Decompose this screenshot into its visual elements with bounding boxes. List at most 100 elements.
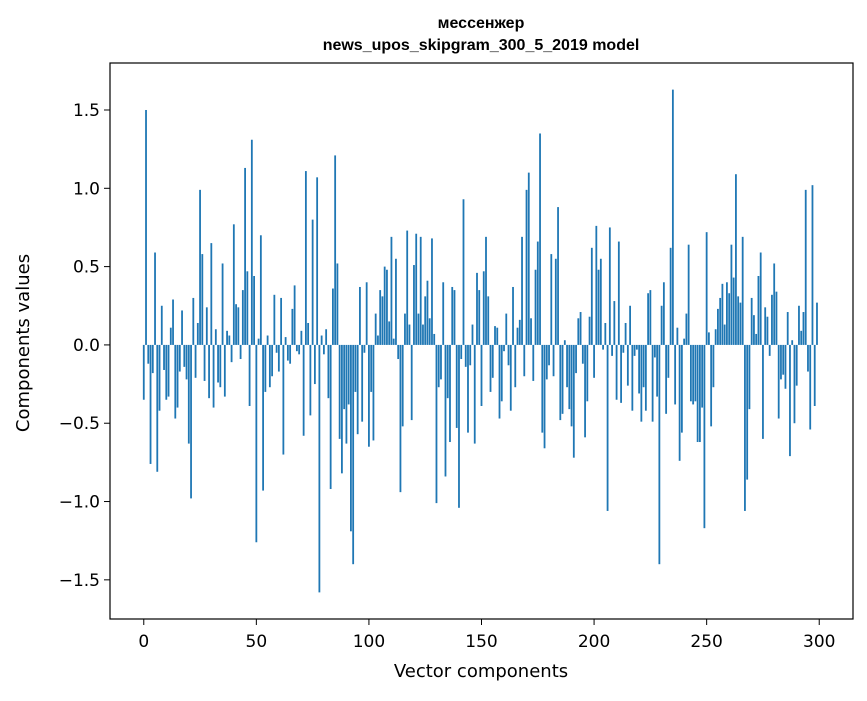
bar [730,244,733,345]
bar [325,329,328,345]
bar [653,344,656,358]
bar [332,288,334,345]
bar [374,313,377,345]
bar [527,172,530,345]
bar [485,236,487,345]
x-tick-label: 200 [578,632,610,652]
bar [205,307,208,345]
bar [417,313,420,345]
bars-group [142,89,818,593]
bar [568,344,571,410]
bar [147,344,150,364]
bar [277,344,280,372]
bar [658,344,661,565]
bar [701,344,704,408]
bar [584,344,586,438]
bar [651,344,654,422]
bar [190,344,192,499]
bar [541,344,544,433]
bar [689,344,692,402]
bar [230,344,233,363]
bar [298,344,301,355]
bar [703,344,706,529]
bar [343,344,346,410]
bar [237,307,240,345]
bar [680,344,683,433]
plot-area-frame [109,62,854,620]
bar [194,344,197,378]
bar [667,344,670,378]
bar [449,344,451,443]
bar [624,322,627,345]
bar [644,344,647,411]
bar [505,313,508,345]
bar [361,344,364,422]
bar [687,244,690,345]
bar [550,254,553,345]
bar [347,344,350,405]
bar [208,344,210,399]
y-tick-label: 0.5 [73,258,100,278]
bar [509,344,512,411]
bar [311,219,314,345]
bar [327,344,330,399]
y-axis-label: Components values [13,254,34,432]
bar [613,301,616,345]
bar [491,344,494,378]
bar [494,326,496,345]
bar [638,344,641,394]
bar [212,344,215,408]
bar [370,344,373,392]
bar [536,241,539,345]
bar [372,344,375,441]
bar [309,344,312,416]
bar [777,344,780,419]
bar [507,344,510,366]
bar [165,344,168,400]
bar [503,344,505,352]
bar [622,344,625,353]
bar [318,344,321,593]
bar [786,312,789,345]
bar [345,344,348,444]
bar [156,344,159,472]
bar [302,344,305,436]
bar [415,233,418,345]
bar [422,324,424,345]
bar [640,344,643,422]
bar [359,286,361,345]
chart-subtitle: news_upos_skipgram_300_5_2019 model [323,37,640,54]
bar [714,329,717,345]
bar [163,344,165,370]
bar [762,344,764,439]
bar [719,297,722,345]
bar [322,344,325,355]
bar [545,344,548,380]
bar [723,324,726,345]
bar [413,265,415,345]
bar [676,327,679,345]
bar [455,344,458,428]
bar [631,344,634,411]
bar [554,258,557,345]
bar [789,344,791,457]
bar [816,302,818,345]
bar [771,294,773,345]
bar [406,230,409,345]
bar [437,344,440,388]
bar [307,322,310,345]
bar [268,344,271,388]
bar [469,344,472,366]
bar [579,312,582,345]
bar [608,227,611,345]
bar [257,338,260,345]
bar [599,258,602,345]
bar [404,313,406,345]
bar [239,344,242,360]
bar [397,344,400,360]
bar [178,344,181,372]
bar [561,344,564,414]
bar [557,207,559,345]
bar [471,324,474,345]
